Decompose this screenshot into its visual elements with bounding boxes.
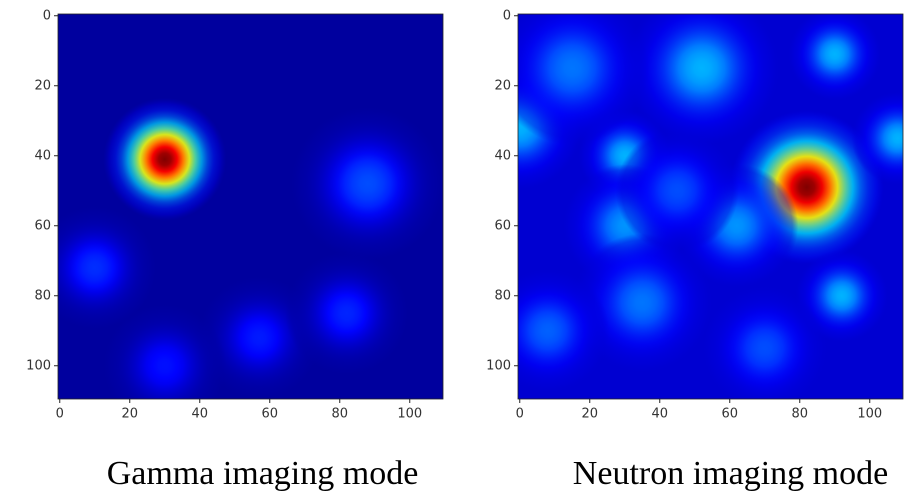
y-tick-label: 40 <box>494 148 511 163</box>
x-tick-label: 80 <box>331 407 348 422</box>
caption: Gamma imaging mode <box>107 455 419 492</box>
axes-frame <box>517 13 904 400</box>
x-tick-label: 40 <box>651 407 668 422</box>
x-tick-label: 20 <box>581 407 598 422</box>
heatmap <box>518 14 903 399</box>
heat-spot <box>851 92 903 185</box>
x-tick-label: 100 <box>397 407 422 422</box>
heat-spot <box>103 97 227 221</box>
x-tick-label: 40 <box>191 407 208 422</box>
heat-spot <box>285 251 409 375</box>
heat-spot <box>58 206 157 330</box>
heat-spot <box>290 106 443 261</box>
y-tick-label: 100 <box>26 358 51 373</box>
x-tick-label: 20 <box>121 407 138 422</box>
y-tick-label: 0 <box>43 8 51 23</box>
y-tick-label: 20 <box>494 78 511 93</box>
x-tick-label: 80 <box>791 407 808 422</box>
x-tick-label: 100 <box>857 407 882 422</box>
y-tick-label: 60 <box>494 218 511 233</box>
y-tick-label: 40 <box>34 148 51 163</box>
x-tick-label: 0 <box>516 407 524 422</box>
y-tick-label: 80 <box>34 288 51 303</box>
y-tick-label: 20 <box>34 78 51 93</box>
y-tick-label: 0 <box>503 8 511 23</box>
y-tick-label: 100 <box>486 358 511 373</box>
x-tick-label: 0 <box>56 407 64 422</box>
x-tick-label: 60 <box>721 407 738 422</box>
axes-frame <box>57 13 444 400</box>
heat-spot <box>615 129 739 253</box>
heat-spot <box>518 14 650 146</box>
heat-spot <box>518 269 610 393</box>
caption: Neutron imaging mode <box>573 455 888 492</box>
heat-spot <box>103 304 227 399</box>
y-tick-label: 60 <box>34 218 51 233</box>
heat-spot <box>624 14 779 146</box>
heatmap <box>58 14 443 399</box>
y-tick-label: 80 <box>494 288 511 303</box>
x-tick-label: 60 <box>261 407 278 422</box>
heat-spot <box>703 286 827 399</box>
heat-spot <box>788 14 881 101</box>
